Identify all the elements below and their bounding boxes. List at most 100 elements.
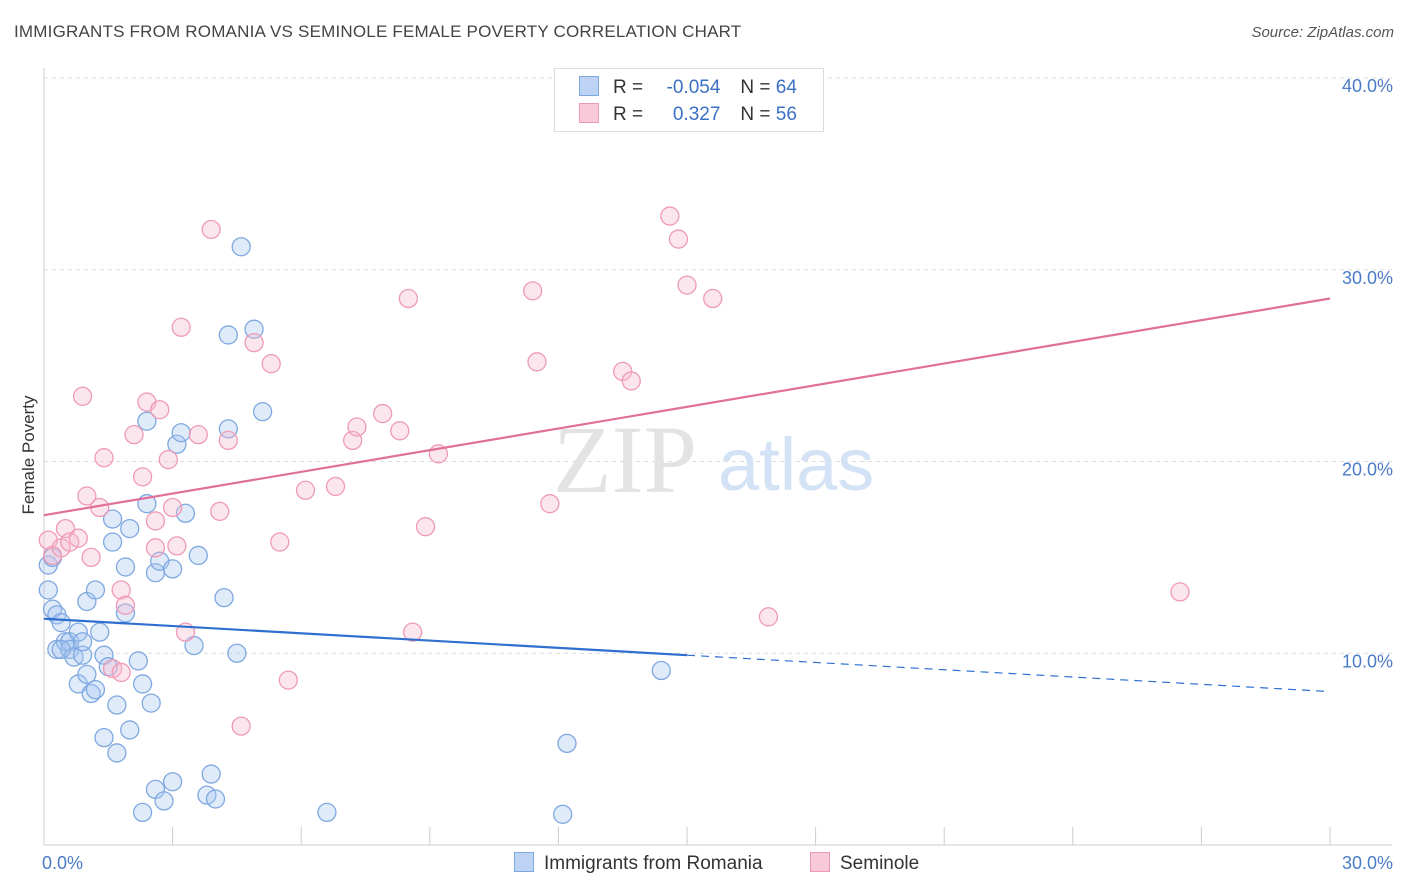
point-seminole bbox=[660, 206, 680, 226]
y-axis-label: Female Poverty bbox=[19, 395, 38, 515]
point-romania bbox=[205, 789, 226, 809]
point-seminole bbox=[145, 538, 166, 558]
point-romania bbox=[154, 791, 174, 811]
point-romania bbox=[120, 518, 140, 539]
point-seminole bbox=[231, 716, 251, 736]
point-seminole bbox=[158, 449, 178, 470]
legend-swatch-blue bbox=[579, 76, 599, 96]
chart-title: IMMIGRANTS FROM ROMANIA VS SEMINOLE FEMA… bbox=[14, 22, 742, 41]
point-romania bbox=[132, 674, 153, 694]
y-tick-label: 40.0% bbox=[1342, 76, 1393, 96]
point-seminole bbox=[150, 400, 170, 420]
legend-n-value: 56 bbox=[775, 104, 797, 125]
point-seminole bbox=[244, 332, 264, 353]
point-romania bbox=[68, 622, 88, 642]
point-seminole bbox=[162, 497, 183, 518]
point-seminole bbox=[111, 580, 131, 600]
legend-n-label: N = bbox=[740, 77, 771, 98]
point-seminole bbox=[81, 547, 101, 568]
point-seminole bbox=[94, 448, 114, 468]
point-romania bbox=[115, 557, 136, 577]
point-romania bbox=[107, 743, 127, 763]
point-seminole bbox=[703, 288, 723, 309]
point-romania bbox=[167, 434, 187, 454]
point-romania bbox=[201, 764, 221, 784]
point-romania bbox=[51, 639, 71, 660]
bottom-legend-label-blue: Immigrants from Romania bbox=[544, 853, 763, 874]
point-seminole bbox=[77, 486, 97, 506]
bottom-legend-swatch-blue bbox=[514, 852, 534, 872]
x-tick-label: 30.0% bbox=[1342, 853, 1393, 873]
point-romania bbox=[94, 727, 114, 748]
point-romania bbox=[162, 772, 183, 792]
point-romania bbox=[651, 660, 671, 681]
point-romania bbox=[188, 545, 208, 566]
point-seminole bbox=[218, 430, 238, 451]
point-seminole bbox=[115, 595, 136, 615]
point-seminole bbox=[145, 511, 166, 531]
point-seminole bbox=[295, 480, 316, 500]
source-label: Source: ZipAtlas.com bbox=[1251, 24, 1394, 41]
point-romania bbox=[120, 720, 140, 740]
point-romania bbox=[38, 580, 58, 600]
point-romania bbox=[557, 733, 577, 754]
point-romania bbox=[85, 680, 106, 700]
bottom-legend-blue: Immigrants from Romania bbox=[514, 852, 763, 875]
point-romania bbox=[231, 237, 251, 257]
legend-n-label: N = bbox=[740, 104, 771, 125]
point-seminole bbox=[278, 670, 298, 690]
legend: R = -0.054 N = 64 R = 0.327 N = 56 bbox=[554, 68, 824, 132]
legend-r-value: 0.327 bbox=[672, 104, 721, 125]
point-seminole bbox=[270, 532, 290, 552]
grid-lines bbox=[44, 77, 1392, 654]
point-seminole bbox=[540, 494, 560, 514]
point-romania bbox=[90, 622, 110, 642]
point-seminole bbox=[1170, 582, 1190, 602]
point-seminole bbox=[111, 662, 131, 683]
point-seminole bbox=[403, 622, 423, 642]
point-romania bbox=[162, 559, 183, 579]
point-seminole bbox=[201, 219, 221, 240]
point-seminole bbox=[188, 425, 208, 445]
point-seminole bbox=[758, 607, 779, 627]
point-romania bbox=[141, 693, 161, 713]
y-tick-label: 10.0% bbox=[1342, 651, 1393, 671]
trend-lines bbox=[43, 297, 1331, 693]
point-seminole bbox=[372, 403, 393, 424]
point-seminole bbox=[668, 229, 689, 249]
point-romania bbox=[107, 695, 127, 715]
point-romania bbox=[218, 419, 238, 439]
point-romania bbox=[128, 651, 148, 671]
point-seminole bbox=[523, 281, 543, 301]
point-seminole bbox=[398, 288, 419, 309]
point-romania bbox=[227, 643, 247, 663]
bottom-legend-swatch-pink bbox=[810, 852, 830, 872]
point-seminole bbox=[677, 275, 697, 295]
legend-row-pink: R = 0.327 N = 56 bbox=[579, 103, 797, 125]
y-tick-label: 30.0% bbox=[1342, 268, 1393, 288]
point-romania bbox=[102, 509, 123, 529]
point-romania bbox=[77, 664, 97, 684]
point-seminole bbox=[261, 354, 281, 374]
point-seminole bbox=[347, 417, 367, 437]
legend-row-blue: R = -0.054 N = 64 bbox=[579, 76, 797, 98]
legend-n-value: 64 bbox=[775, 77, 797, 98]
point-romania bbox=[218, 325, 238, 345]
point-romania bbox=[72, 645, 93, 665]
point-romania bbox=[51, 612, 71, 633]
bottom-legend-label-pink: Seminole bbox=[840, 853, 920, 874]
point-seminole bbox=[621, 371, 641, 391]
point-romania bbox=[171, 423, 191, 443]
trend-line-romania bbox=[43, 617, 688, 657]
point-romania bbox=[553, 804, 573, 824]
point-seminole bbox=[171, 317, 191, 337]
series-immigrants-from-romania bbox=[38, 237, 671, 824]
point-seminole bbox=[167, 536, 187, 556]
point-seminole bbox=[210, 501, 230, 522]
point-seminole bbox=[124, 425, 144, 445]
point-romania bbox=[137, 411, 157, 431]
trend-line-romania-extension bbox=[686, 654, 1331, 693]
point-romania bbox=[317, 802, 337, 823]
legend-r-label: R = bbox=[613, 77, 644, 98]
point-romania bbox=[72, 632, 93, 652]
